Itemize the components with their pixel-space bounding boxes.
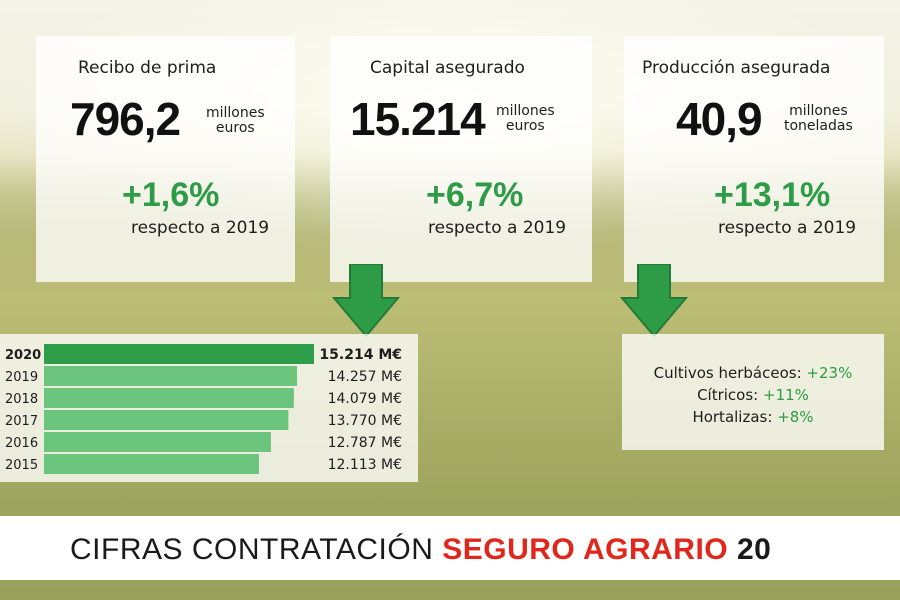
category-label-2019: 2019 <box>5 370 38 385</box>
crop-pct: +11% <box>763 386 809 404</box>
bar-2016 <box>44 432 271 452</box>
kpi-unit: millones euros <box>496 104 555 134</box>
kpi-title: Producción asegurada <box>642 58 831 78</box>
kpi-change: +1,6% <box>122 176 220 214</box>
footer-title-highlight: SEGURO AGRARIO <box>442 533 729 566</box>
kpi-title: Recibo de prima <box>78 58 217 78</box>
category-label-2016: 2016 <box>5 436 38 451</box>
capital-history-bar-chart: 2020 15.214 M€ 2019 14.257 M€ 2018 14.079 M€ 2… <box>5 344 402 474</box>
category-label-2017: 2017 <box>5 414 38 429</box>
kpi-change: +13,1% <box>714 176 831 214</box>
category-label-2020: 2020 <box>5 348 41 363</box>
kpi-unit-line: millones <box>496 103 555 119</box>
kpi-card-prima: Recibo de prima 796,2 millones euros +1,… <box>36 36 295 282</box>
kpi-value: 15.214 <box>350 93 486 145</box>
bar-2019 <box>44 366 298 386</box>
footer-banner <box>0 516 900 580</box>
kpi-title: Capital asegurado <box>370 58 525 78</box>
footer-title-part: CIFRAS CONTRATACIÓN <box>70 533 443 566</box>
crop-label: Cítricos: <box>697 386 759 404</box>
value-label-2015: 12.113 M€ <box>328 457 402 473</box>
bar-2020 <box>44 344 314 364</box>
kpi-unit: millones euros <box>206 106 265 136</box>
crop-label: Hortalizas: <box>692 408 773 426</box>
value-label-2018: 14.079 M€ <box>328 391 402 407</box>
category-label-2018: 2018 <box>5 392 38 407</box>
kpi-reference: respecto a 2019 <box>718 218 857 238</box>
kpi-unit: millones toneladas <box>784 104 853 134</box>
kpi-card-produccion: Producción asegurada 40,9 millones tonel… <box>624 36 884 282</box>
value-label-2020: 15.214 M€ <box>319 347 402 363</box>
kpi-value: 796,2 <box>70 93 181 145</box>
kpi-reference: respecto a 2019 <box>131 218 270 238</box>
bar-2015 <box>44 454 259 474</box>
crop-line: Hortalizas: +8% <box>622 408 884 426</box>
kpi-value: 40,9 <box>676 93 763 145</box>
kpi-unit-line: millones <box>206 105 265 121</box>
crop-pct: +8% <box>777 408 814 426</box>
crop-line: Cultivos herbáceos: +23% <box>622 364 884 382</box>
kpi-change: +6,7% <box>426 176 524 214</box>
kpi-unit-line: euros <box>505 118 545 134</box>
bar-2018 <box>44 388 294 408</box>
arrow-down-icon <box>620 264 688 338</box>
value-label-2017: 13.770 M€ <box>328 413 402 429</box>
category-label-2015: 2015 <box>5 458 38 473</box>
footer-title-year: 20 <box>728 533 772 566</box>
arrow-down-icon <box>332 264 400 338</box>
kpi-unit-line: toneladas <box>784 118 853 134</box>
crops-card: Cultivos herbáceos: +23% Cítricos: +11% … <box>622 334 884 450</box>
kpi-unit-line: euros <box>215 120 255 136</box>
value-label-2016: 12.787 M€ <box>328 435 402 451</box>
kpi-unit-line: millones <box>789 103 848 119</box>
value-label-2019: 14.257 M€ <box>328 369 402 385</box>
kpi-card-capital: Capital asegurado 15.214 millones euros … <box>330 36 592 282</box>
crop-line: Cítricos: +11% <box>622 386 884 404</box>
footer-title: CIFRAS CONTRATACIÓN SEGURO AGRARIO 20 <box>70 533 771 567</box>
kpi-reference: respecto a 2019 <box>428 218 567 238</box>
bar-2017 <box>44 410 289 430</box>
crop-label: Cultivos herbáceos: <box>653 364 802 382</box>
crop-pct: +23% <box>806 364 853 382</box>
